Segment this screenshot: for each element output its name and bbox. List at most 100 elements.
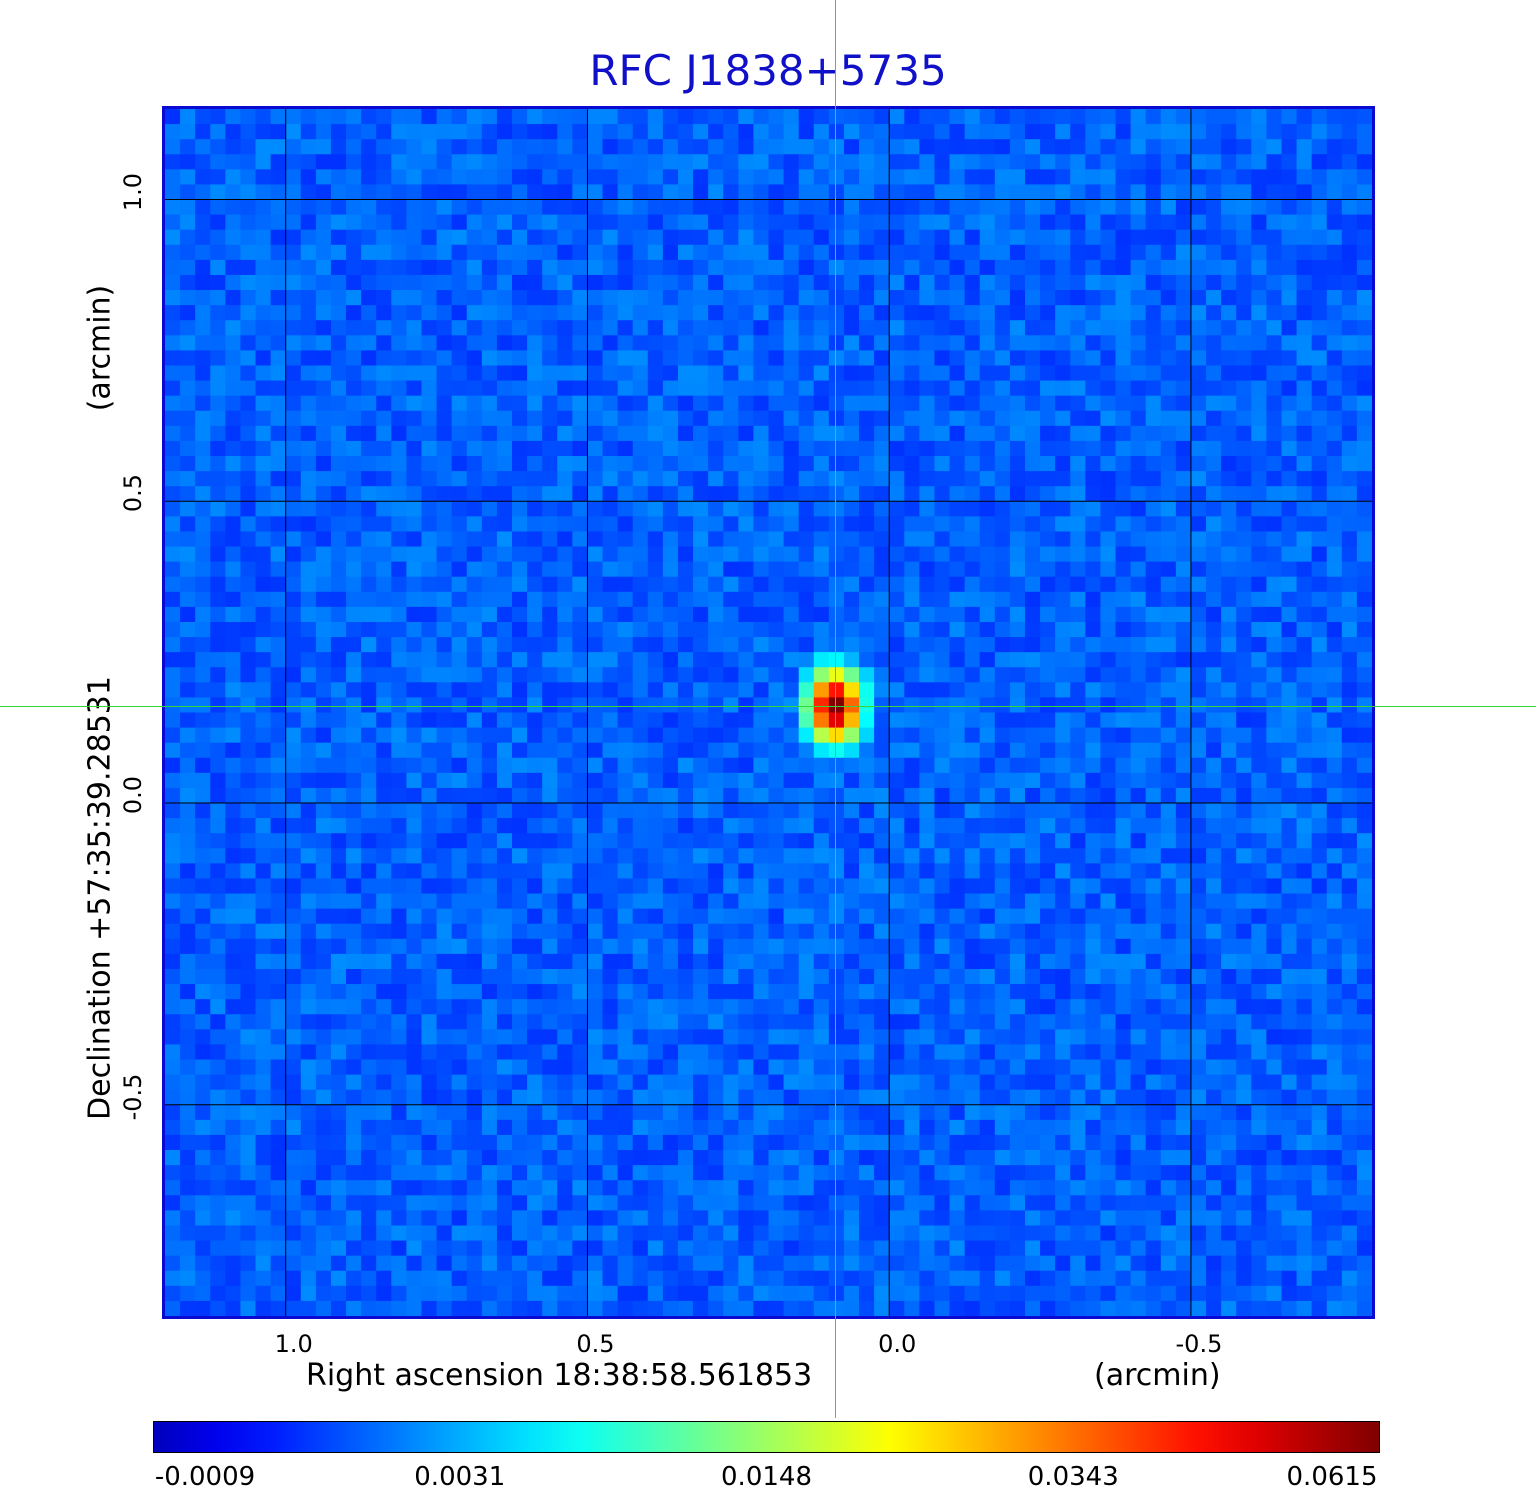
map-pixel (753, 848, 770, 864)
map-pixel (1251, 848, 1267, 864)
map-pixel (798, 320, 815, 336)
map-pixel (270, 757, 287, 774)
map-pixel (496, 803, 513, 819)
map-pixel (195, 440, 211, 457)
map-pixel (994, 576, 1011, 593)
map-pixel (1356, 561, 1372, 578)
map-pixel (617, 923, 634, 940)
map-pixel (1206, 546, 1222, 563)
map-pixel (677, 1014, 694, 1030)
map-pixel (195, 214, 211, 231)
map-pixel (632, 501, 649, 517)
map-pixel (1296, 139, 1313, 155)
map-pixel (255, 968, 272, 985)
map-pixel (1070, 199, 1086, 216)
map-pixel (964, 1029, 981, 1046)
map-pixel (210, 365, 226, 382)
map-pixel (934, 606, 951, 623)
map-pixel (783, 682, 800, 699)
map-pixel (1100, 968, 1117, 985)
map-pixel (1266, 848, 1283, 864)
map-pixel (1160, 244, 1177, 261)
map-pixel (964, 380, 981, 397)
map-pixel (285, 531, 302, 548)
map-pixel (285, 757, 302, 774)
map-pixel (346, 229, 362, 246)
map-pixel (1251, 1029, 1267, 1046)
map-pixel (451, 199, 468, 216)
map-pixel (240, 848, 257, 864)
map-pixel (436, 1044, 453, 1061)
map-pixel (723, 833, 739, 849)
map-pixel (587, 787, 604, 804)
map-pixel (1266, 410, 1283, 427)
map-pixel (496, 139, 513, 155)
map-pixel (1009, 818, 1026, 834)
map-pixel (919, 531, 936, 548)
map-pixel (1055, 546, 1071, 563)
map-pixel (406, 682, 423, 699)
map-pixel (180, 893, 196, 910)
map-pixel (1296, 305, 1313, 321)
map-pixel (330, 938, 347, 955)
map-pixel (1311, 546, 1328, 563)
map-pixel (1055, 320, 1071, 336)
map-pixel (919, 757, 936, 774)
map-pixel (632, 712, 649, 729)
map-pixel (421, 652, 438, 668)
map-pixel (723, 742, 739, 759)
map-pixel (315, 380, 332, 397)
map-pixel (647, 591, 664, 608)
map-pixel (1070, 803, 1086, 819)
map-pixel (451, 410, 468, 427)
map-pixel (496, 893, 513, 910)
map-pixel (1055, 742, 1071, 759)
map-pixel (346, 531, 362, 548)
map-pixel (240, 621, 257, 638)
map-pixel (1221, 365, 1237, 382)
map-pixel (466, 471, 483, 487)
map-pixel (979, 833, 996, 849)
map-pixel (195, 350, 211, 367)
map-pixel (481, 621, 498, 638)
map-pixel (934, 908, 951, 925)
map-pixel (225, 1029, 242, 1046)
map-pixel (180, 878, 196, 895)
image-plot-area[interactable] (162, 106, 1375, 1319)
map-pixel (330, 350, 347, 367)
map-pixel (677, 923, 694, 940)
map-pixel (783, 184, 800, 201)
map-pixel (587, 878, 604, 895)
map-pixel (1190, 440, 1207, 457)
map-pixel (1085, 606, 1102, 623)
map-pixel (1130, 154, 1147, 170)
map-pixel (1009, 184, 1026, 201)
map-pixel (587, 229, 604, 246)
map-pixel (1281, 471, 1298, 487)
map-pixel (647, 999, 664, 1015)
map-pixel (738, 501, 755, 517)
map-pixel (496, 335, 513, 351)
map-pixel (346, 546, 362, 563)
map-pixel (1356, 546, 1372, 563)
map-pixel (481, 486, 498, 502)
map-pixel (768, 456, 785, 472)
map-pixel (1251, 757, 1267, 774)
map-pixel (964, 968, 981, 985)
map-pixel (376, 305, 392, 321)
map-pixel (496, 968, 513, 985)
map-pixel (255, 335, 272, 351)
map-pixel (210, 154, 226, 170)
map-pixel (542, 667, 558, 683)
map-pixel (783, 199, 800, 216)
map-pixel (874, 712, 890, 729)
map-pixel (738, 863, 755, 880)
map-pixel (1221, 984, 1237, 1000)
map-pixel (1055, 953, 1071, 970)
map-pixel (572, 999, 589, 1015)
map-pixel (813, 938, 830, 955)
map-pixel (1070, 184, 1086, 201)
map-pixel (587, 561, 604, 578)
map-pixel (1326, 184, 1343, 201)
map-pixel (466, 606, 483, 623)
